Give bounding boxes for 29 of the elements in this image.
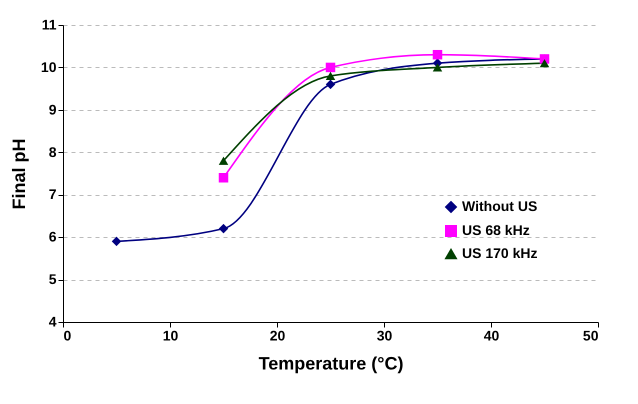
x-tick-label: 30 [376,328,392,344]
point [218,156,228,165]
y-tick-label: 10 [40,58,57,75]
legend-label: US 170 kHz [462,245,538,261]
point [326,62,336,72]
x-tick-label: 20 [270,328,286,344]
point [540,59,550,68]
x-tick-label: 40 [484,328,500,344]
legend-label: Without US [462,198,538,214]
x-tick-label: 10 [162,328,178,344]
y-tick-label: 4 [48,314,57,330]
point [218,224,228,234]
x-tick-label: 50 [582,328,599,344]
point [218,173,228,182]
legend-label: US 68 kHz [462,222,530,238]
point [112,236,122,246]
point [326,80,336,90]
y-tick-label: 5 [48,271,57,288]
x-tick-label: 0 [64,328,72,344]
y-tick-label: 9 [48,101,57,118]
y-tick-label: 11 [42,16,57,32]
point [432,63,442,72]
y-axis-title: Final pH [8,138,29,210]
y-tick-label: 7 [48,186,57,202]
point [432,50,442,60]
x-axis-title: Temperature (°C) [258,354,404,374]
y-tick-label: 6 [48,228,57,245]
y-tick-label: 8 [48,144,57,160]
point [326,72,336,80]
